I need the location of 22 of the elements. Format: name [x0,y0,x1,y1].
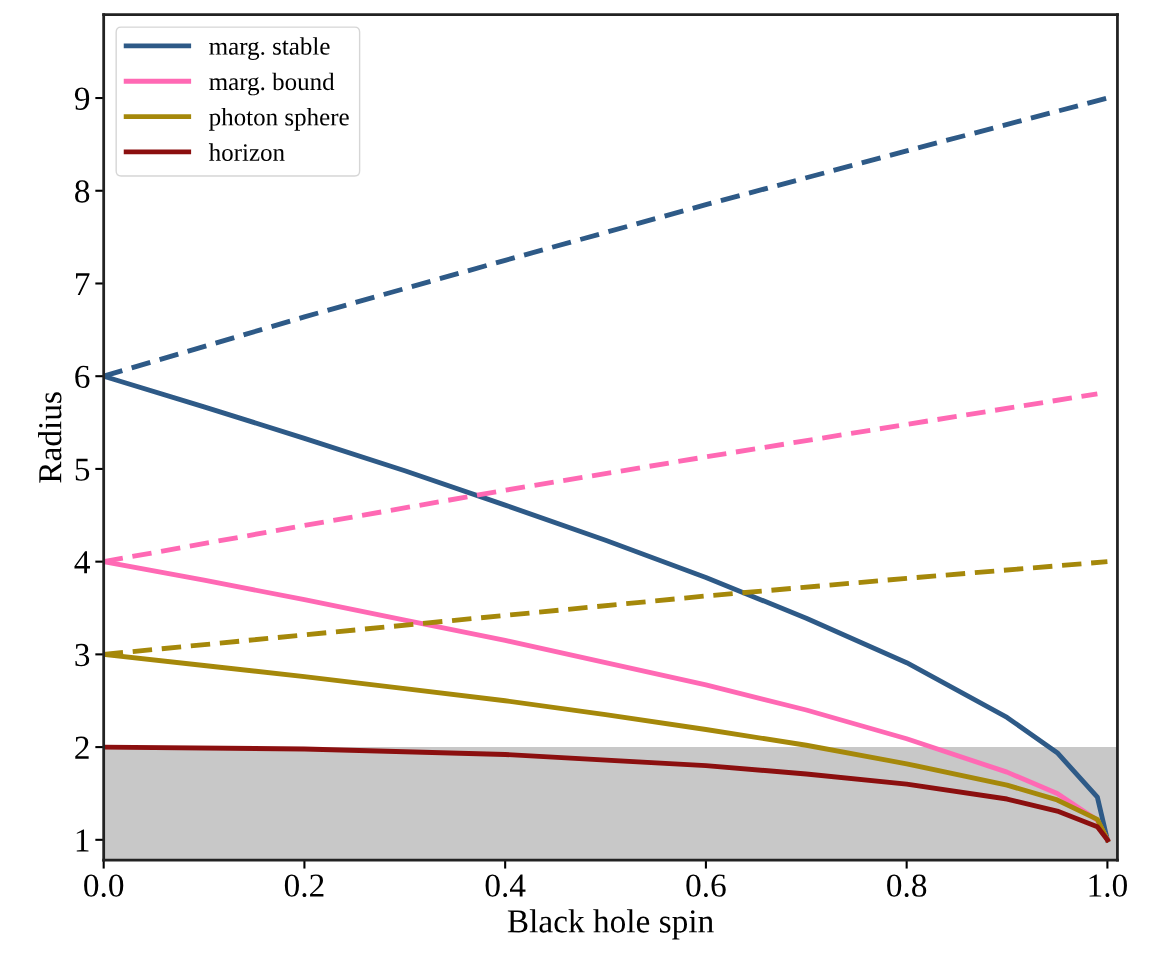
legend-label: marg. bound [209,72,335,96]
x-tick-label: 1.0 [1089,874,1127,898]
y-axis-title: Radius [38,392,62,483]
y-tick-label: 2 [75,736,89,759]
y-tick-label: 3 [75,643,90,667]
y-tick-label: 5 [75,458,90,481]
y-tick-label: 6 [75,365,90,389]
y-tick-label: 1 [76,829,89,852]
x-tick-label: 0.6 [686,874,726,898]
y-tick-label: 8 [75,180,90,203]
y-tick-label: 4 [74,551,90,574]
x-tick-label: 0.0 [84,874,124,898]
legend-label: marg. stable [209,37,330,60]
x-axis-title: Black hole spin [507,909,714,940]
legend-label: horizon [208,143,285,161]
x-tick-label: 0.4 [485,874,526,898]
x-tick-label: 0.8 [887,874,927,898]
y-tick-label: 7 [76,273,90,296]
y-tick-label: 9 [74,87,90,110]
line-series [103,744,1110,843]
legend-label: photon sphere [209,108,349,131]
x-tick-label: 0.2 [284,874,324,898]
